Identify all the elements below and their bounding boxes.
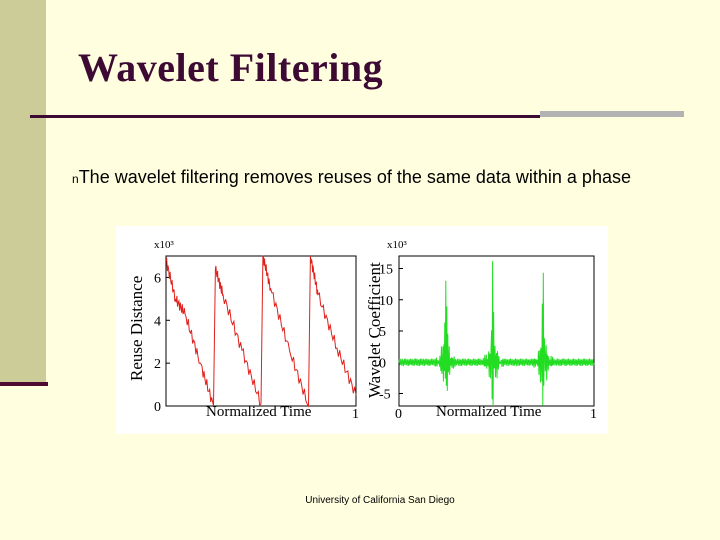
- bullet-text: The wavelet filtering removes reuses of …: [78, 167, 631, 187]
- title-underline-grey: [540, 111, 684, 117]
- bullet-item: nThe wavelet filtering removes reuses of…: [72, 167, 631, 188]
- right-y-tick-label: 0: [379, 356, 386, 371]
- right-x-tick-label-0: 0: [395, 407, 402, 422]
- right-x-axis-label: Normalized Time: [436, 404, 542, 420]
- left-plot-frame: [165, 255, 357, 407]
- left-x-axis-label: Normalized Time: [206, 404, 312, 420]
- left-y-tick-label: 0: [154, 400, 161, 415]
- left-y-tick-label: 6: [154, 271, 161, 286]
- right-y-tick-label: 10: [379, 294, 393, 309]
- right-series-line: [398, 261, 595, 407]
- right-y-multiplier-label: x10³: [387, 239, 408, 251]
- accent-sidebar-rule: [0, 382, 48, 386]
- right-y-tick-label: 5: [379, 325, 386, 340]
- left-y-multiplier-label: x10³: [154, 239, 175, 251]
- right-plot-frame: [398, 255, 595, 407]
- figure-panel: 0 2 4 6 1 x10³ Normalized Time Reuse Distance 15…: [116, 226, 608, 434]
- bullet-marker: n: [72, 172, 79, 186]
- right-x-tick-label-1: 1: [590, 407, 597, 422]
- title-underline: [30, 115, 540, 118]
- right-y-tick-label: -5: [379, 388, 391, 403]
- slide-title: Wavelet Filtering: [78, 45, 384, 90]
- footer: University of California San Diego: [0, 495, 720, 506]
- accent-sidebar: [0, 0, 46, 385]
- left-x-tick-label-1: 1: [352, 407, 359, 422]
- right-y-tick-label: 15: [379, 263, 393, 278]
- left-y-axis-label: Reuse Distance: [127, 276, 146, 381]
- left-y-tick-label: 2: [154, 357, 161, 372]
- footer-text: University of California San Diego: [305, 495, 455, 506]
- left-y-tick-label: 4: [154, 314, 161, 329]
- left-series-line: [165, 255, 357, 408]
- right-y-axis-label: Wavelet Coefficient: [365, 262, 384, 398]
